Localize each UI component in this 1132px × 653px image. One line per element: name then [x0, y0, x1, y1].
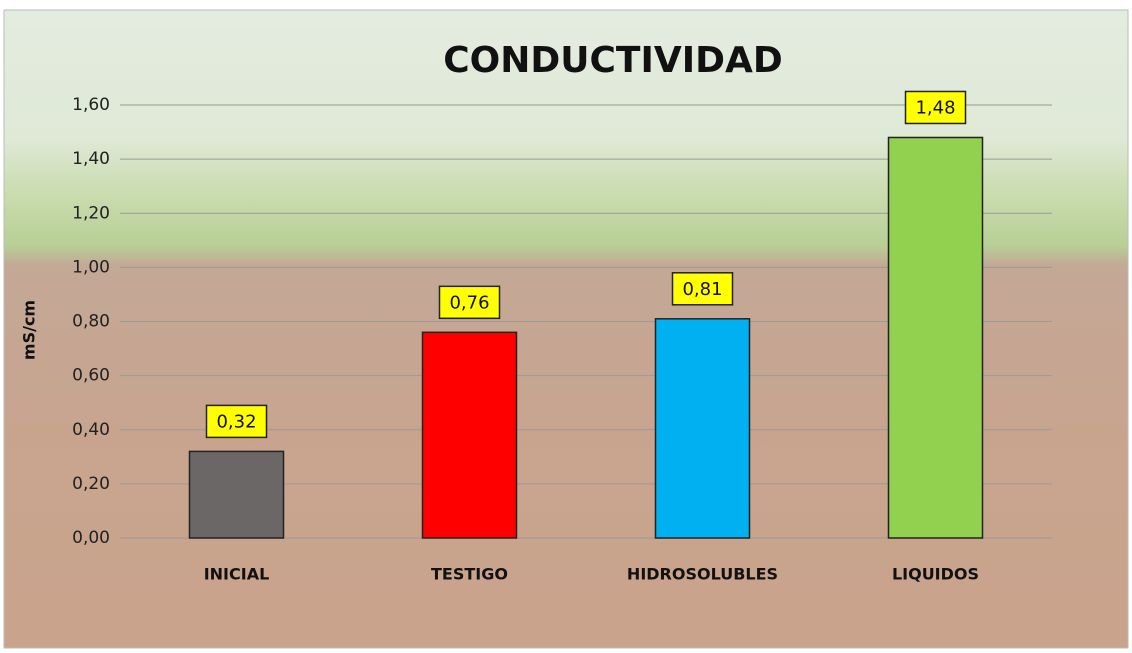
x-tick-label: TESTIGO — [431, 565, 508, 584]
y-tick-label: 1,40 — [72, 149, 110, 169]
y-tick-label: 1,00 — [72, 257, 110, 277]
bar — [188, 450, 285, 539]
y-tick-label: 1,60 — [72, 95, 110, 115]
y-tick-label: 0,00 — [72, 528, 110, 548]
x-tick-label: HIDROSOLUBLES — [627, 565, 778, 584]
y-tick-label: 0,40 — [72, 420, 110, 440]
value-label-box — [205, 404, 268, 439]
x-tick-label: LIQUIDOS — [892, 565, 979, 584]
x-tick-label: INICIAL — [204, 565, 270, 584]
value-label-box — [438, 285, 501, 320]
y-tick-label: 1,20 — [72, 203, 110, 223]
value-label-box — [904, 90, 967, 125]
y-tick-label: 0,60 — [72, 366, 110, 386]
value-label-box — [671, 272, 734, 306]
bar — [887, 136, 984, 539]
value-label: 0,81 — [682, 279, 722, 300]
value-label: 0,32 — [216, 411, 256, 432]
bar — [421, 331, 518, 539]
y-tick-label: 0,20 — [72, 474, 110, 494]
value-label: 1,48 — [915, 97, 955, 118]
y-axis-label: mS/cm — [20, 300, 39, 360]
chart-title: CONDUCTIVIDAD — [443, 40, 783, 81]
bar — [654, 318, 751, 539]
y-tick-label: 0,80 — [72, 312, 110, 332]
value-label: 0,76 — [449, 292, 489, 313]
